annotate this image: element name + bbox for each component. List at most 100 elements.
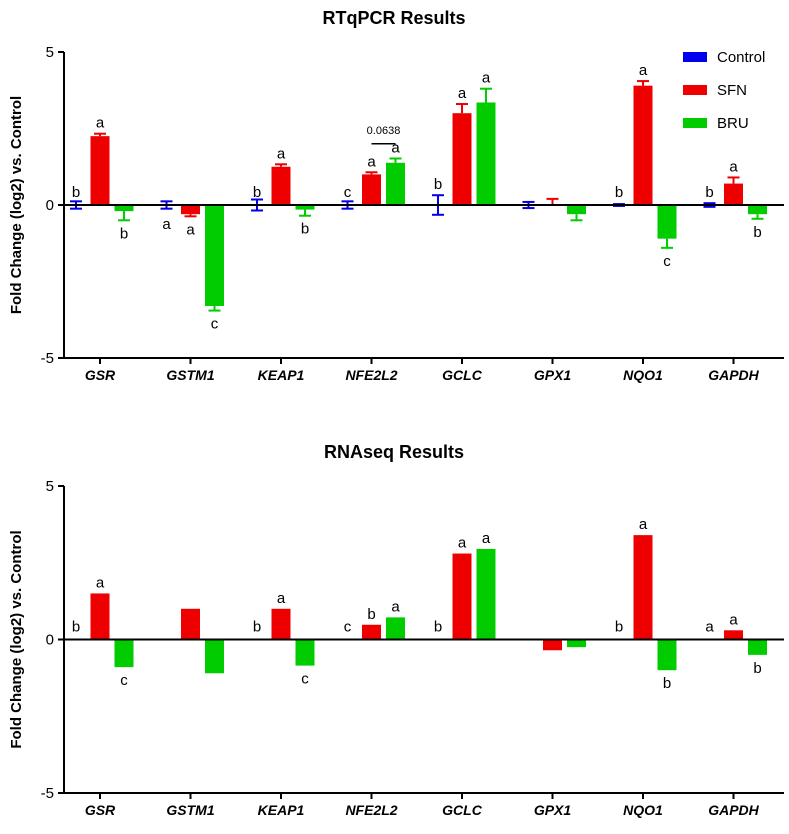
y-tick-label: 0 xyxy=(46,197,54,214)
significance-letter: c xyxy=(344,184,352,201)
bar-sfn xyxy=(452,553,472,640)
chart-title: RNAseq Results xyxy=(324,442,464,462)
bar-sfn xyxy=(362,624,381,640)
bar-sfn xyxy=(724,630,743,640)
bar-bru xyxy=(386,162,405,205)
bar-bru xyxy=(295,639,315,666)
bar-sfn xyxy=(181,608,200,640)
x-tick-label: NFE2L2 xyxy=(345,367,397,383)
bar-sfn xyxy=(271,166,291,205)
x-tick-label: KEAP1 xyxy=(258,367,305,383)
significance-letter: b xyxy=(615,184,623,201)
bar-bru xyxy=(205,639,224,674)
significance-letter: b xyxy=(253,619,261,636)
significance-letter: b xyxy=(72,184,80,201)
x-tick-label: GSTM1 xyxy=(166,367,214,383)
significance-letter: b xyxy=(753,660,761,677)
significance-letter: b xyxy=(301,221,309,238)
bar-sfn xyxy=(90,136,110,205)
significance-letter: b xyxy=(705,184,713,201)
bar-sfn xyxy=(181,205,200,215)
legend-label-sfn: SFN xyxy=(717,82,747,99)
significance-letter: b xyxy=(753,224,761,241)
significance-letter: a xyxy=(277,145,286,162)
significance-letter: a xyxy=(458,535,467,552)
significance-letter: b xyxy=(120,225,128,242)
y-tick-label: 5 xyxy=(46,478,54,495)
significance-letter: b xyxy=(253,184,261,201)
y-tick-label: -5 xyxy=(41,350,54,367)
significance-letter: a xyxy=(96,115,105,132)
bar-bru xyxy=(476,548,496,640)
significance-letter: c xyxy=(211,316,219,333)
significance-letter: a xyxy=(729,611,738,628)
x-tick-label: GAPDH xyxy=(708,367,759,383)
significance-letter: a xyxy=(705,619,714,636)
x-tick-label: GAPDH xyxy=(708,802,759,818)
y-tick-label: -5 xyxy=(41,785,54,802)
bar-bru xyxy=(386,617,405,640)
significance-letter: b xyxy=(434,176,442,193)
x-tick-label: GSTM1 xyxy=(166,802,214,818)
significance-letter: a xyxy=(367,153,376,170)
x-tick-label: NQO1 xyxy=(623,802,663,818)
bar-bru xyxy=(205,205,224,306)
x-tick-label: NQO1 xyxy=(623,367,663,383)
significance-letter: c xyxy=(120,672,128,689)
legend-swatch-control xyxy=(683,52,707,62)
x-tick-label: NFE2L2 xyxy=(345,802,397,818)
x-tick-label: KEAP1 xyxy=(258,802,305,818)
x-tick-label: GSR xyxy=(85,367,116,383)
bar-sfn xyxy=(362,174,381,205)
significance-letter: a xyxy=(458,85,467,102)
bar-sfn xyxy=(633,85,653,205)
x-tick-label: GCLC xyxy=(442,367,483,383)
x-tick-label: GCLC xyxy=(442,802,483,818)
bar-bru xyxy=(295,205,315,210)
significance-letter: a xyxy=(482,70,491,87)
significance-letter: b xyxy=(367,606,375,623)
chart-title: RTqPCR Results xyxy=(322,8,465,28)
significance-letter: a xyxy=(729,158,738,175)
legend-label-control: Control xyxy=(717,49,765,66)
bar-bru xyxy=(476,102,496,205)
x-tick-label: GSR xyxy=(85,802,116,818)
bar-bru xyxy=(748,639,767,655)
bar-bru xyxy=(657,639,677,671)
significance-letter: b xyxy=(663,675,671,692)
x-tick-label: GPX1 xyxy=(534,802,572,818)
p-value-label: 0.0638 xyxy=(367,125,401,137)
significance-letter: a xyxy=(639,62,648,79)
legend-swatch-sfn xyxy=(683,85,707,95)
bar-sfn xyxy=(90,593,110,640)
x-tick-label: GPX1 xyxy=(534,367,572,383)
bar-sfn xyxy=(452,113,472,205)
significance-letter: c xyxy=(344,619,352,636)
legend-label-bru: BRU xyxy=(717,115,749,132)
y-axis-label: Fold Change (log2) vs. Control xyxy=(8,530,25,748)
legend-swatch-bru xyxy=(683,118,707,128)
significance-letter: b xyxy=(615,619,623,636)
significance-letter: a xyxy=(162,216,171,233)
significance-letter: a xyxy=(482,530,491,547)
bar-sfn xyxy=(543,639,562,651)
bar-bru xyxy=(567,205,586,215)
bar-bru xyxy=(114,639,134,668)
significance-letter: a xyxy=(96,574,105,591)
bar-bru xyxy=(114,205,134,212)
bar-sfn xyxy=(724,183,743,205)
significance-letter: a xyxy=(391,139,400,156)
bar-sfn xyxy=(633,535,653,640)
significance-letter: c xyxy=(301,671,309,688)
bar-bru xyxy=(657,205,677,239)
significance-letter: a xyxy=(186,221,195,238)
y-tick-label: 5 xyxy=(46,44,54,61)
significance-letter: a xyxy=(639,516,648,533)
significance-letter: a xyxy=(391,598,400,615)
significance-letter: a xyxy=(277,590,286,607)
y-axis-label: Fold Change (log2) vs. Control xyxy=(8,96,25,314)
bar-sfn xyxy=(271,608,291,640)
y-tick-label: 0 xyxy=(46,632,54,649)
significance-letter: b xyxy=(72,619,80,636)
